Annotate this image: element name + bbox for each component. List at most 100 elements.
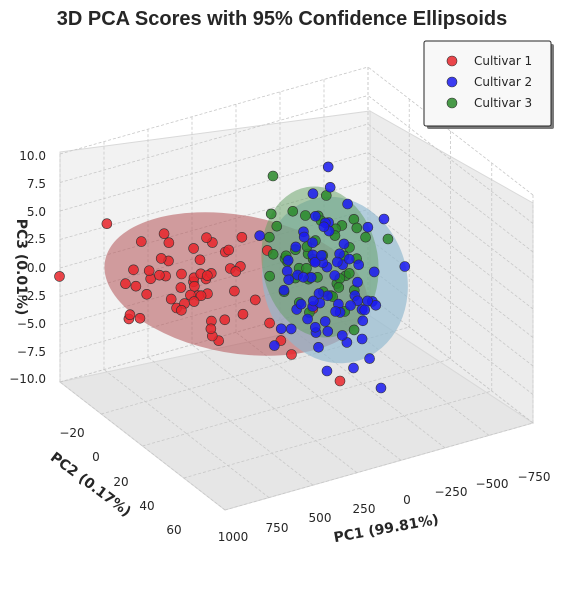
point-cultivar-2 bbox=[364, 353, 375, 364]
point-cultivar-3 bbox=[360, 231, 371, 243]
y-tick-label: 20 bbox=[113, 475, 128, 489]
legend-marker-cultivar-3 bbox=[446, 97, 458, 109]
point-cultivar-2 bbox=[298, 231, 310, 243]
point-cultivar-1 bbox=[236, 232, 248, 243]
point-cultivar-2 bbox=[359, 304, 371, 316]
y-tick-label: 40 bbox=[139, 499, 154, 513]
point-cultivar-3 bbox=[271, 220, 283, 232]
point-cultivar-3 bbox=[343, 268, 355, 279]
point-cultivar-1 bbox=[205, 323, 217, 335]
point-cultivar-2 bbox=[370, 299, 382, 311]
point-cultivar-2 bbox=[362, 295, 373, 307]
point-cultivar-2 bbox=[307, 188, 319, 199]
x-tick-label: −750 bbox=[518, 470, 551, 484]
point-cultivar-3 bbox=[267, 249, 279, 260]
point-cultivar-2 bbox=[352, 276, 363, 288]
legend: Cultivar 1 Cultivar 2 Cultivar 3 bbox=[423, 40, 554, 129]
x-tick-label: 750 bbox=[266, 521, 289, 535]
point-cultivar-1 bbox=[155, 253, 167, 264]
point-cultivar-2 bbox=[378, 213, 390, 225]
point-cultivar-2 bbox=[362, 221, 374, 233]
z-tick-label: 10.0 bbox=[19, 149, 46, 163]
point-cultivar-3 bbox=[287, 206, 299, 217]
point-cultivar-2 bbox=[343, 253, 355, 265]
point-cultivar-2 bbox=[254, 230, 266, 241]
point-cultivar-1 bbox=[195, 290, 207, 302]
point-cultivar-3 bbox=[264, 270, 276, 282]
floor-grid-y bbox=[183, 390, 492, 479]
legend-label-cultivar-3: Cultivar 3 bbox=[474, 96, 532, 110]
point-cultivar-1 bbox=[189, 280, 200, 292]
point-cultivar-2 bbox=[309, 321, 321, 333]
point-cultivar-2 bbox=[342, 198, 353, 210]
point-cultivar-2 bbox=[290, 241, 302, 253]
point-cultivar-2 bbox=[278, 284, 290, 296]
point-cultivar-3 bbox=[333, 282, 345, 293]
point-cultivar-2 bbox=[353, 259, 365, 271]
point-cultivar-2 bbox=[281, 265, 293, 277]
z-tick-label: −7.5 bbox=[17, 345, 46, 359]
point-cultivar-2 bbox=[338, 238, 350, 250]
point-cultivar-1 bbox=[219, 314, 231, 326]
x-tick-label: 1000 bbox=[218, 530, 249, 544]
point-cultivar-1 bbox=[201, 232, 212, 243]
point-cultivar-2 bbox=[336, 330, 348, 341]
point-cultivar-1 bbox=[175, 282, 187, 293]
point-cultivar-2 bbox=[345, 300, 356, 311]
point-cultivar-1 bbox=[188, 243, 199, 254]
x-tick-label: 250 bbox=[353, 502, 376, 516]
legend-label-cultivar-1: Cultivar 1 bbox=[474, 54, 532, 68]
wall-grid-z-left bbox=[59, 66, 369, 155]
point-cultivar-1 bbox=[202, 270, 213, 281]
point-cultivar-1 bbox=[134, 312, 146, 324]
point-cultivar-1 bbox=[223, 244, 234, 256]
point-cultivar-3 bbox=[264, 231, 275, 243]
tick-labels: 1000 750 500 250 0 −250 −500 −750 −20 0 20 40 60 10.0… bbox=[9, 149, 550, 544]
point-cultivar-3 bbox=[351, 222, 363, 234]
point-cultivar-3 bbox=[301, 262, 312, 274]
z-tick-label: 0.0 bbox=[27, 261, 46, 275]
point-cultivar-1 bbox=[237, 308, 249, 320]
point-cultivar-2 bbox=[309, 256, 321, 268]
point-cultivar-2 bbox=[321, 365, 333, 377]
point-cultivar-2 bbox=[324, 182, 336, 193]
legend-label-cultivar-2: Cultivar 2 bbox=[474, 75, 532, 89]
legend-items: Cultivar 1 Cultivar 2 Cultivar 3 bbox=[446, 54, 532, 110]
point-cultivar-1 bbox=[229, 285, 240, 297]
z-tick-label: −5.0 bbox=[17, 317, 46, 331]
point-cultivar-3 bbox=[348, 324, 360, 336]
point-cultivar-1 bbox=[120, 278, 131, 290]
point-cultivar-1 bbox=[124, 309, 136, 321]
z-tick-label: −2.5 bbox=[17, 289, 46, 303]
floor-grid-y bbox=[142, 358, 451, 447]
point-cultivar-2 bbox=[297, 271, 309, 283]
point-cultivar-2 bbox=[348, 362, 359, 374]
z-tick-label: 5.0 bbox=[27, 205, 46, 219]
score-points bbox=[54, 161, 411, 394]
point-cultivar-2 bbox=[330, 306, 341, 317]
point-cultivar-1 bbox=[158, 228, 170, 239]
point-cultivar-1 bbox=[130, 280, 142, 292]
point-cultivar-2 bbox=[375, 382, 387, 394]
z-tick-label: −10.0 bbox=[9, 372, 46, 386]
point-cultivar-2 bbox=[282, 254, 294, 266]
point-cultivar-2 bbox=[285, 323, 297, 335]
floor-grid-y bbox=[224, 422, 534, 511]
point-cultivar-1 bbox=[136, 236, 147, 247]
point-cultivar-1 bbox=[194, 254, 206, 266]
point-cultivar-1 bbox=[128, 264, 139, 276]
point-cultivar-1 bbox=[154, 269, 165, 281]
chart-title: 3D PCA Scores with 95% Confidence Ellips… bbox=[57, 8, 507, 30]
point-cultivar-2 bbox=[329, 270, 341, 281]
point-cultivar-1 bbox=[250, 294, 261, 306]
x-axis-label: PC1 (99.81%) bbox=[333, 512, 440, 546]
point-cultivar-2 bbox=[322, 326, 334, 337]
point-cultivar-2 bbox=[307, 295, 319, 307]
legend-marker-cultivar-2 bbox=[446, 76, 458, 88]
point-cultivar-2 bbox=[368, 266, 380, 278]
point-cultivar-1 bbox=[176, 268, 187, 280]
point-cultivar-2 bbox=[302, 313, 313, 325]
point-cultivar-2 bbox=[313, 341, 324, 353]
